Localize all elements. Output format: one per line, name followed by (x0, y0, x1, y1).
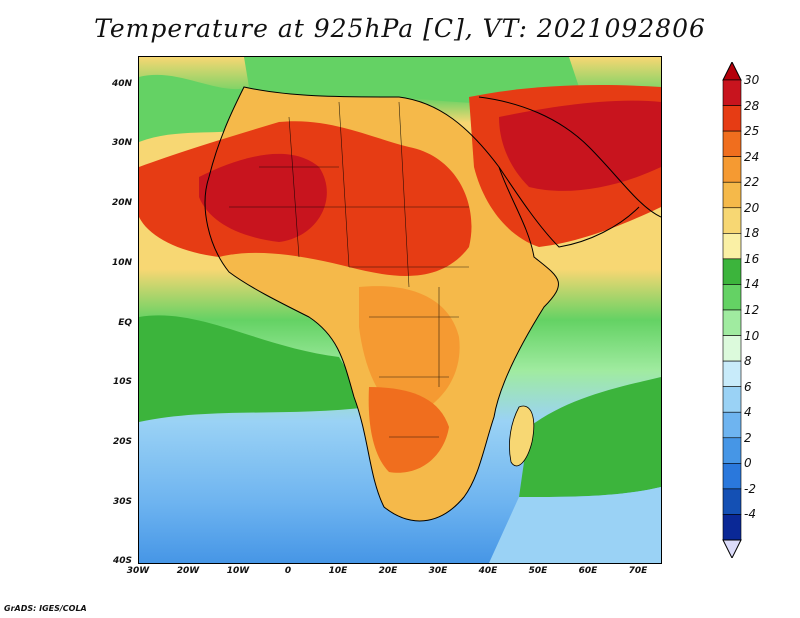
colorbar-label: 30 (744, 73, 760, 87)
lon-label-50e: 50E (528, 566, 548, 576)
temperature-map (139, 57, 661, 563)
south-green-band (139, 315, 369, 422)
lat-label-30n: 30N (111, 138, 132, 148)
chart-title: Temperature at 925hPa [C], VT: 202109280… (94, 14, 706, 43)
colorbar-label: 25 (744, 124, 760, 139)
lon-label-40e: 40E (478, 566, 498, 576)
coastline (204, 86, 559, 522)
colorbar-label: 20 (744, 200, 760, 215)
colorbar-swatch (722, 309, 742, 336)
colorbar-label: 18 (744, 226, 760, 241)
colorbar-label: 14 (744, 277, 760, 292)
colorbar-swatch (722, 514, 742, 541)
grads-credit: GrADS: IGES/COLA (4, 604, 87, 613)
colorbar-label: 22 (744, 175, 760, 190)
sahara-hottest-core (199, 153, 327, 242)
mediterranean-band (244, 57, 579, 104)
lat-label-20s: 20S (112, 437, 132, 447)
colorbar-label: -2 (744, 481, 756, 496)
lon-label-10e: 10E (328, 566, 348, 576)
lon-label-20e: 20E (378, 566, 398, 576)
lon-label-70e: 70E (628, 566, 648, 576)
lon-label-20w: 20W (176, 566, 200, 576)
colorbar-swatch (722, 335, 742, 362)
colorbar-swatch (722, 130, 742, 157)
central-africa-zone (359, 286, 460, 417)
lon-label-0: 0 (284, 566, 292, 576)
colorbar-swatch (722, 284, 742, 311)
lon-label-60e: 60E (578, 566, 598, 576)
colorbar-swatch (722, 79, 742, 106)
indian-green-band (519, 377, 661, 497)
indian-light-band (489, 487, 661, 563)
colorbar-swatch (722, 360, 742, 387)
colorbar-label: 24 (744, 149, 760, 164)
colorbar-top-arrow (722, 62, 742, 81)
colorbar-label: 6 (744, 379, 752, 394)
colorbar-label: 4 (744, 405, 752, 420)
colorbar-label: 2 (744, 430, 752, 445)
colorbar-swatch (722, 488, 742, 515)
colorbar-swatch (722, 105, 742, 132)
colorbar-swatch (722, 411, 742, 439)
colorbar-swatch (722, 181, 742, 209)
colorbar-swatch (722, 207, 742, 234)
lat-label-10s: 10S (112, 377, 132, 387)
colorbar-label: 8 (744, 354, 752, 369)
map-panel (138, 56, 662, 564)
colorbar (722, 62, 742, 558)
colorbar-swatch (722, 258, 742, 285)
lat-label-30s: 30S (112, 497, 132, 507)
colorbar-swatch (722, 437, 742, 464)
arabia-coastline (478, 96, 661, 248)
lon-label-30e: 30E (428, 566, 448, 576)
lat-label-40n: 40N (111, 79, 132, 89)
colorbar-swatch (722, 156, 742, 183)
madagascar (509, 405, 535, 467)
colorbar-label: 0 (744, 456, 752, 471)
colorbar-label: 16 (744, 251, 760, 266)
lat-label-20n: 20N (111, 198, 132, 208)
colorbar-label: 28 (744, 98, 760, 113)
colorbar-swatch (722, 386, 742, 413)
lat-label-40s: 40S (112, 556, 132, 566)
colorbar-label: 12 (744, 303, 760, 317)
country-borders (229, 101, 469, 438)
colorbar-bottom-arrow (722, 539, 742, 558)
colorbar-label: 10 (744, 328, 760, 343)
lon-label-30w: 30W (126, 566, 150, 576)
lat-label-eq: EQ (118, 318, 132, 328)
lat-label-10n: 10N (111, 258, 132, 268)
lon-label-10w: 10W (226, 566, 250, 576)
colorbar-label: -4 (744, 507, 756, 522)
southern-africa-warm (368, 387, 449, 473)
colorbar-swatch (722, 463, 742, 490)
arabia-hottest-core (499, 100, 661, 191)
colorbar-swatch (722, 233, 742, 260)
